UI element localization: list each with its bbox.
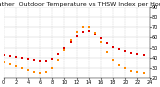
Point — [8, 55, 11, 56]
Point — [45, 71, 48, 72]
Point — [94, 33, 96, 34]
Point — [57, 53, 60, 54]
Point — [15, 65, 17, 66]
Point — [130, 70, 133, 71]
Point — [75, 36, 78, 37]
Point — [2, 54, 5, 55]
Point — [51, 67, 54, 68]
Point — [8, 63, 11, 64]
Point — [39, 60, 41, 61]
Point — [45, 60, 48, 61]
Point — [75, 32, 78, 33]
Point — [33, 59, 35, 60]
Point — [27, 58, 29, 59]
Point — [94, 34, 96, 35]
Point — [100, 38, 102, 39]
Point — [106, 51, 108, 52]
Point — [2, 61, 5, 62]
Point — [124, 67, 127, 68]
Point — [142, 54, 145, 55]
Point — [112, 46, 114, 47]
Point — [100, 41, 102, 42]
Point — [39, 72, 41, 74]
Point — [57, 59, 60, 60]
Point — [81, 32, 84, 33]
Point — [136, 53, 139, 54]
Point — [69, 41, 72, 42]
Title: Milwaukee Weather  Outdoor Temperature vs THSW Index per Hour (24 Hours): Milwaukee Weather Outdoor Temperature vs… — [0, 2, 160, 7]
Point — [51, 58, 54, 59]
Point — [69, 40, 72, 41]
Point — [81, 27, 84, 28]
Point — [88, 31, 90, 32]
Point — [118, 48, 120, 49]
Point — [33, 71, 35, 72]
Point — [142, 72, 145, 74]
Point — [124, 50, 127, 51]
Point — [88, 27, 90, 28]
Point — [21, 67, 23, 68]
Point — [21, 57, 23, 58]
Point — [136, 71, 139, 72]
Point — [130, 52, 133, 53]
Point — [15, 56, 17, 57]
Point — [106, 42, 108, 43]
Point — [27, 69, 29, 70]
Point — [112, 59, 114, 60]
Point — [63, 49, 66, 50]
Point — [63, 47, 66, 48]
Point — [118, 64, 120, 65]
